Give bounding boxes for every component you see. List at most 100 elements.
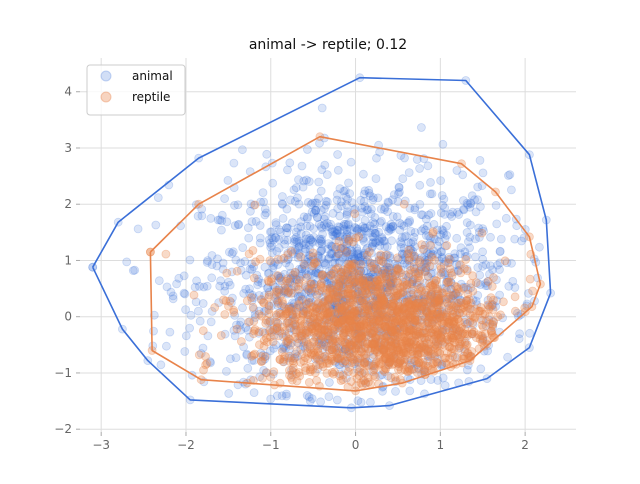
data-point [351, 233, 361, 243]
data-point [475, 202, 485, 212]
data-point [243, 363, 253, 373]
y-tick-label: −2 [54, 422, 72, 436]
data-point [227, 249, 237, 258]
data-point [333, 204, 343, 214]
data-point [333, 293, 343, 302]
data-point [206, 358, 215, 368]
data-point [181, 305, 191, 315]
data-point [368, 237, 378, 247]
data-point [292, 236, 302, 245]
data-point [440, 241, 450, 251]
data-point [192, 276, 202, 286]
data-point [432, 309, 442, 319]
data-point [401, 276, 411, 286]
data-point [378, 345, 387, 355]
data-point [308, 364, 318, 374]
data-point [322, 197, 332, 207]
data-point [510, 292, 520, 302]
data-point [418, 297, 428, 307]
data-point [423, 161, 433, 171]
data-point [271, 271, 281, 281]
data-point [335, 184, 345, 194]
data-point [461, 296, 471, 306]
data-point [388, 315, 397, 325]
data-point [326, 241, 336, 251]
data-point [421, 313, 431, 323]
data-point [415, 164, 425, 173]
data-point [401, 297, 410, 307]
data-point [327, 227, 337, 237]
data-point [438, 309, 448, 319]
data-point [268, 325, 278, 335]
data-point [370, 323, 379, 332]
data-point [345, 305, 355, 314]
grid [80, 58, 576, 432]
data-point [330, 287, 340, 297]
data-point [478, 333, 488, 343]
data-point [172, 279, 182, 289]
data-point [451, 298, 461, 308]
data-point [462, 319, 472, 329]
data-point [391, 263, 401, 273]
data-point [228, 247, 238, 257]
x-tick-label: −2 [177, 438, 195, 452]
data-point [312, 277, 322, 287]
data-point [315, 330, 325, 340]
data-point [336, 197, 346, 207]
data-point [440, 209, 450, 219]
data-point [333, 353, 343, 363]
data-point [241, 270, 251, 280]
data-point [343, 220, 353, 230]
data-point [427, 287, 437, 297]
data-point [360, 354, 370, 364]
data-point [283, 223, 293, 233]
data-point [216, 225, 226, 235]
data-point [505, 170, 515, 180]
data-point [362, 223, 372, 233]
data-point [433, 347, 443, 357]
data-point [453, 291, 463, 301]
data-point [229, 305, 239, 315]
data-point [429, 219, 439, 229]
data-point [319, 204, 329, 214]
data-point [313, 260, 323, 270]
data-point [337, 315, 347, 325]
data-point [350, 209, 360, 219]
data-point [426, 269, 436, 279]
data-point [249, 388, 259, 398]
data-point [289, 281, 299, 291]
data-point [486, 232, 495, 242]
data-point [396, 356, 405, 366]
data-point [236, 317, 246, 327]
data-point [428, 249, 438, 259]
y-tick-label: 4 [64, 85, 72, 99]
data-point [493, 312, 503, 322]
data-point [501, 213, 511, 223]
data-point [377, 269, 387, 279]
data-point [231, 353, 241, 363]
data-point [319, 220, 329, 230]
data-point [416, 123, 426, 132]
data-point [370, 337, 380, 347]
data-point [374, 310, 384, 320]
data-points [88, 73, 555, 413]
data-point [231, 255, 241, 265]
data-point [440, 381, 450, 390]
data-point [362, 313, 372, 323]
data-point [417, 318, 427, 328]
data-point [229, 158, 239, 168]
data-point [437, 293, 447, 303]
data-point [389, 190, 399, 200]
data-point [234, 219, 244, 229]
data-point [342, 246, 352, 256]
data-point [270, 282, 280, 292]
data-point [334, 281, 344, 291]
data-point [335, 211, 345, 221]
data-point [360, 368, 370, 378]
data-point [386, 328, 396, 338]
data-point [454, 308, 464, 318]
data-point [377, 234, 387, 244]
data-point [151, 220, 161, 230]
